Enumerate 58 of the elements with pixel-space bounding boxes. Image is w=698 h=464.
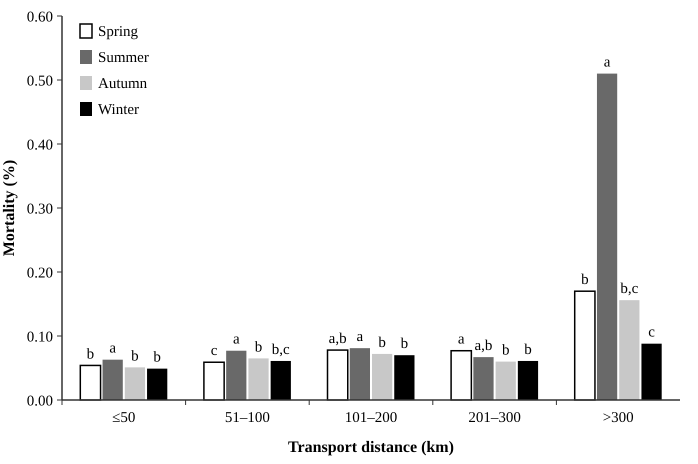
y-tick-label: 0.00	[26, 393, 53, 410]
x-tick-label: 201–300	[468, 410, 521, 426]
bar	[372, 354, 392, 400]
bar	[518, 360, 538, 400]
data-label: a	[232, 332, 240, 348]
data-label: b,c	[620, 281, 639, 298]
legend-label: Autumn	[98, 76, 148, 92]
y-tick-label: 0.20	[26, 265, 53, 282]
data-label: b	[581, 272, 589, 288]
bar	[473, 357, 494, 400]
data-label: b	[86, 346, 94, 362]
legend-label: Summer	[98, 50, 149, 66]
data-label: b	[131, 348, 139, 364]
bar	[574, 290, 596, 401]
bar	[226, 350, 246, 400]
data-label: a	[356, 329, 364, 346]
bar	[496, 362, 516, 400]
legend-label: Spring	[98, 24, 139, 40]
legend-label: Winter	[98, 102, 140, 118]
data-label: c	[648, 324, 656, 341]
data-label: a,b	[328, 331, 347, 348]
data-label: b	[502, 342, 510, 359]
x-tick-label: 101–200	[344, 410, 398, 426]
bar	[619, 300, 640, 400]
y-tick-label: 0.60	[26, 9, 53, 26]
bar	[350, 348, 370, 400]
y-tick-label: 0.50	[26, 73, 53, 90]
bar	[102, 360, 123, 400]
x-axis-title: Transport distance (km)	[288, 439, 454, 456]
data-label: b	[378, 334, 386, 351]
data-label: b,c	[272, 342, 290, 358]
y-tick-label: 0.30	[26, 201, 53, 218]
bar	[450, 350, 472, 401]
data-label: b	[400, 336, 408, 352]
bar	[147, 368, 168, 400]
data-label: a,b	[474, 338, 492, 354]
bar	[124, 367, 146, 400]
bar	[203, 361, 225, 401]
data-label: a	[458, 332, 465, 348]
data-label: b	[153, 350, 161, 366]
bar	[80, 364, 102, 401]
bar	[270, 360, 291, 400]
data-label: a	[604, 54, 611, 71]
y-tick-label: 0.10	[26, 329, 53, 346]
bar	[641, 344, 662, 400]
y-axis-title: Mortality (%)	[1, 160, 18, 256]
bar	[326, 349, 348, 401]
data-label: b	[254, 339, 262, 356]
data-label: c	[210, 343, 218, 360]
data-label: b	[524, 342, 532, 358]
bar	[248, 358, 269, 400]
bar	[394, 355, 414, 400]
bar	[596, 74, 618, 400]
x-tick-label: 51–100	[224, 410, 270, 426]
data-label: a	[109, 340, 116, 357]
x-tick-label: >300	[602, 410, 634, 426]
y-tick-label: 0.40	[26, 137, 53, 154]
x-tick-label: ≤50	[112, 410, 136, 426]
